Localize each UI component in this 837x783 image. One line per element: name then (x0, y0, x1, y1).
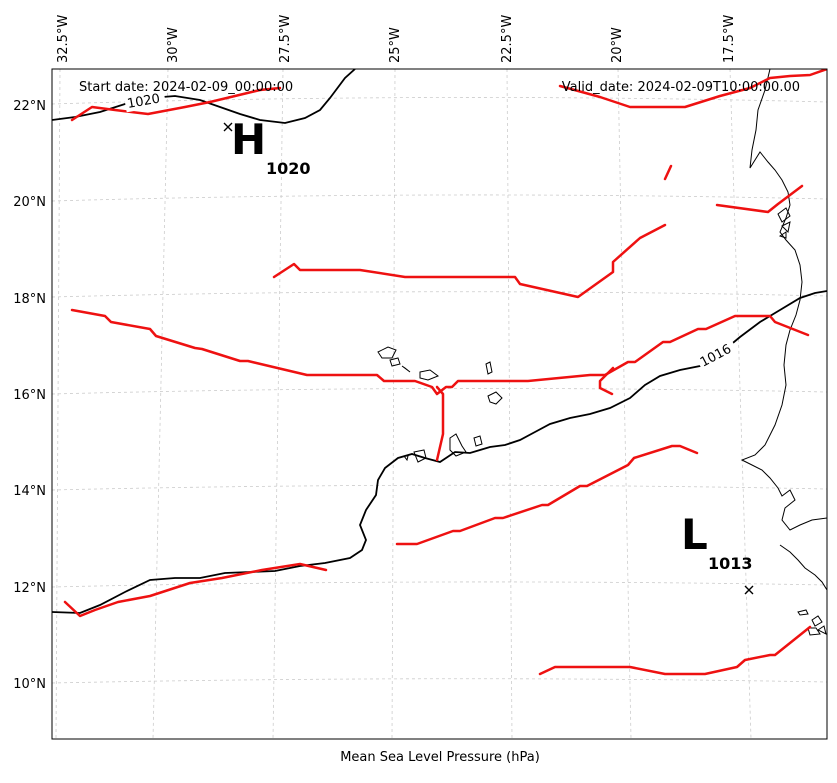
lon-tick-20w: 20°W (610, 27, 625, 63)
front-10 (63, 562, 328, 618)
lon-tick-25w: 25°W (388, 27, 403, 63)
isobar-label-1016: 1016 (698, 342, 734, 371)
low-value: 1013 (708, 554, 753, 573)
lat-tick-18n: 18°N (13, 292, 46, 307)
lat-tick-10n: 10°N (13, 677, 46, 692)
front-6 (70, 308, 810, 396)
lon-tick-17-5w: 17.5°W (722, 15, 737, 63)
high-letter: H (231, 115, 266, 164)
lon-tick-30w: 30°W (166, 27, 181, 63)
low-pressure-center: L 1013 (681, 510, 754, 595)
front-1 (70, 86, 282, 122)
isobar-label-1020: 1020 (126, 91, 161, 112)
front-9 (395, 444, 699, 546)
front-4 (715, 184, 804, 214)
isobar-label-1020-group: 1020 (123, 89, 167, 113)
africa-coastline (740, 69, 827, 531)
low-letter: L (681, 510, 708, 559)
lat-tick-16n: 16°N (13, 388, 46, 403)
guinea-coastline (779, 544, 827, 591)
lat-tick-14n: 14°N (13, 484, 46, 499)
low-center-cross-icon (744, 585, 754, 595)
graticule (52, 69, 827, 739)
x-axis-label: Mean Sea Level Pressure (hPa) (340, 750, 540, 765)
plot-area: 1020 1016 Start date: 2024-02-09_00:00:0… (52, 69, 827, 739)
isobars (52, 69, 827, 614)
fronts (63, 69, 827, 676)
front-8 (598, 366, 615, 396)
isobar-1016 (52, 290, 827, 614)
lat-tick-labels: 22°N 20°N 18°N 16°N 14°N 12°N 10°N (13, 99, 46, 692)
bijagos-islands (797, 609, 827, 636)
lat-tick-22n: 22°N (13, 99, 46, 114)
coastlines (377, 69, 827, 636)
front-7 (435, 385, 445, 462)
isobar-1020 (52, 69, 356, 124)
front-5 (272, 223, 667, 299)
lon-tick-22-5w: 22.5°W (500, 15, 515, 63)
front-3 (663, 164, 673, 181)
front-11 (538, 625, 812, 676)
high-center-cross-icon (223, 122, 233, 132)
map-frame (51, 68, 828, 740)
lon-tick-32-5w: 32.5°W (56, 15, 71, 63)
lon-tick-27-5w: 27.5°W (278, 15, 293, 63)
lon-tick-labels: 32.5°W 30°W 27.5°W 25°W 22.5°W 20°W 17.5… (56, 15, 737, 63)
canary-islands (777, 207, 791, 239)
valid-date-label: Valid_date: 2024-02-09T10:00:00.00 (562, 80, 800, 95)
lat-tick-20n: 20°N (13, 195, 46, 210)
high-value: 1020 (266, 159, 311, 178)
start-date-label: Start date: 2024-02-09_00:00:00 (79, 80, 293, 95)
lat-tick-12n: 12°N (13, 581, 46, 596)
front-2 (558, 69, 827, 109)
high-pressure-center: H 1020 (223, 115, 311, 178)
isobar-label-1016-group: 1016 (695, 338, 739, 372)
